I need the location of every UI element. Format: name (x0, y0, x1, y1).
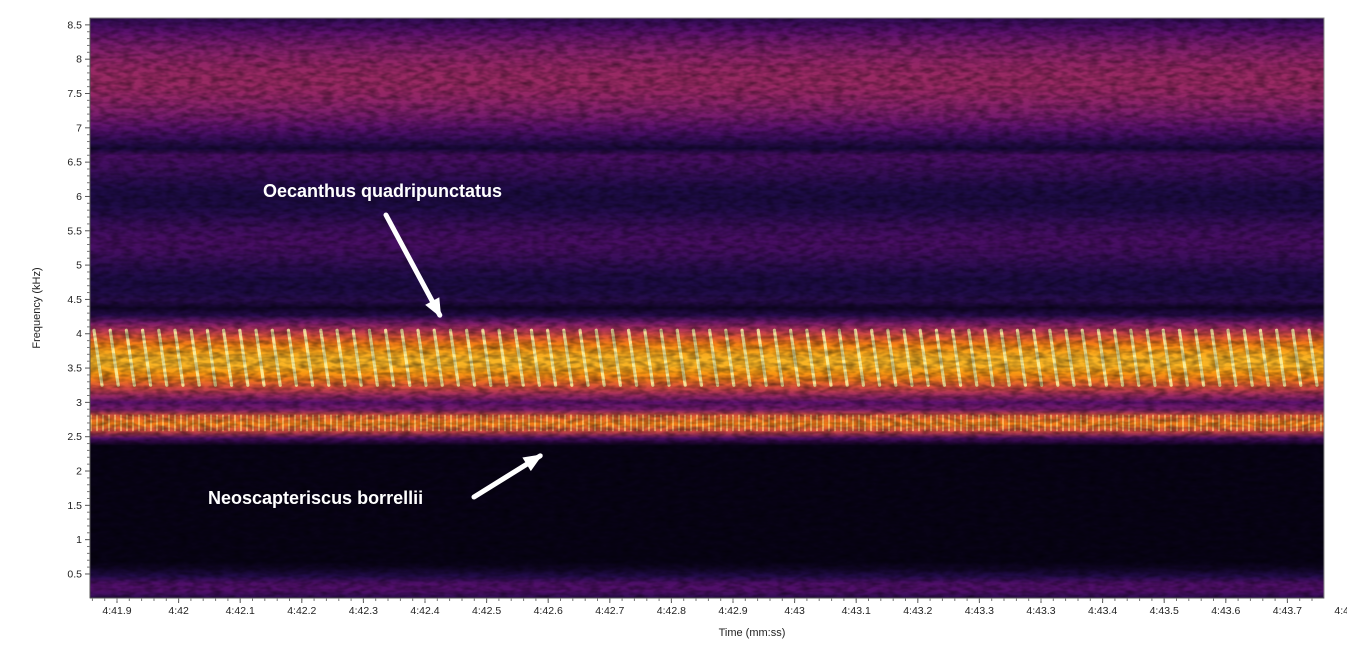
x-tick-label: 4:43.2 (903, 605, 932, 617)
y-tick-label: 1.5 (67, 500, 82, 512)
y-tick-label: 4.5 (67, 294, 82, 306)
x-tick-label: 4:43.1 (842, 605, 871, 617)
y-tick-label: 3 (76, 397, 82, 409)
x-tick-label: 4:43.7 (1273, 605, 1302, 617)
x-tick-label: 4:42.4 (410, 605, 439, 617)
y-tick-label: 5.5 (67, 225, 82, 237)
arrow-neoscapteriscus-head (522, 454, 543, 472)
y-tick-label: 6 (76, 191, 82, 203)
x-tick-label: 4:42.6 (534, 605, 563, 617)
x-tick-label: 4:43.4 (1088, 605, 1117, 617)
y-axis-label: Frequency (kHz) (31, 267, 43, 348)
y-axis: 0.5 1 1.5 2 2.5 3 3.5 4 4.5 5 5.5 6 6.5 7 7.5 8 8.5 (67, 18, 91, 598)
noise-grain (90, 18, 1324, 598)
x-tick-label: 4:43.3 (1026, 605, 1055, 617)
x-axis: 4:41.9 4:42 4:42.1 4:42.2 4:42.3 4:42.4 4:42.5… (90, 597, 1347, 617)
y-tick-label: 4 (76, 328, 82, 340)
annotation-arrows (383, 212, 543, 500)
x-tick-label: 4:42 (168, 605, 189, 617)
y-tick-label: 8.5 (67, 19, 82, 31)
y-tick-label: 2 (76, 466, 82, 478)
x-tick-label: 4:43.5 (1150, 605, 1179, 617)
y-tick-label: 7 (76, 122, 82, 134)
x-tick-label: 4:42.2 (287, 605, 316, 617)
x-tick-label: 4:42.1 (226, 605, 255, 617)
x-tick-label: 4:41.9 (102, 605, 131, 617)
plot-area (89, 17, 1325, 599)
x-tick-label: 4:43.6 (1211, 605, 1240, 617)
annotation-neoscapteriscus-label: Neoscapteriscus borrellii (208, 488, 423, 508)
y-tick-label: 8 (76, 54, 82, 66)
x-tick-label: 4:42.3 (349, 605, 378, 617)
y-tick-label: 2.5 (67, 431, 82, 443)
y-tick-label: 6.5 (67, 157, 82, 169)
y-tick-label: 1 (76, 534, 82, 546)
x-tick-label: 4:42.7 (595, 605, 624, 617)
x-tick-label: 4:43.8 (1334, 605, 1347, 617)
spectrogram-image (90, 18, 1324, 598)
arrow-oecanthus-shaft (383, 212, 443, 318)
y-tick-label: 7.5 (67, 88, 82, 100)
x-tick-label: 4:42.5 (472, 605, 501, 617)
x-tick-label: 4:42.8 (657, 605, 686, 617)
x-tick-label: 4:42.9 (718, 605, 747, 617)
arrow-oecanthus-head (425, 297, 442, 318)
x-axis-label: Time (mm:ss) (719, 627, 786, 639)
y-tick-label: 3.5 (67, 363, 82, 375)
annotation-oecanthus-label: Oecanthus quadripunctatus (263, 181, 502, 201)
annotations: Oecanthus quadripunctatus Neoscapteriscu… (208, 181, 543, 508)
x-tick-label: 4:43 (784, 605, 805, 617)
x-tick-label: 4:43.3 (965, 605, 994, 617)
y-tick-label: 5 (76, 260, 82, 272)
y-tick-label: 0.5 (67, 568, 82, 580)
